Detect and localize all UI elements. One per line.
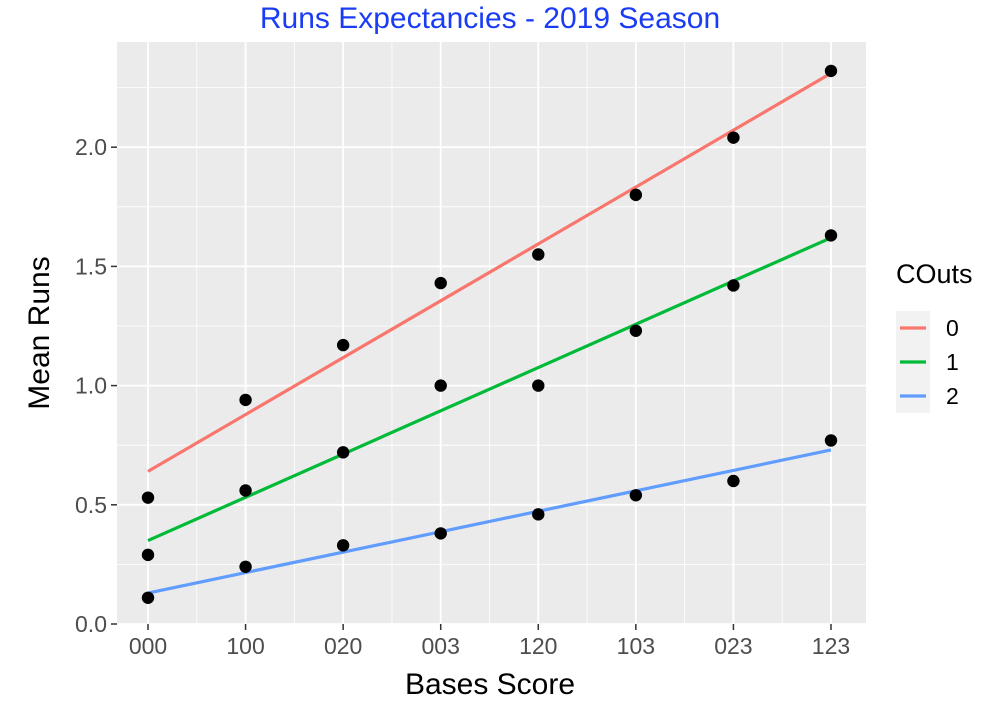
chart-title: Runs Expectancies - 2019 Season — [260, 2, 720, 35]
data-points — [141, 64, 838, 604]
data-point-couts-1 — [434, 379, 447, 392]
plot-panel — [117, 42, 866, 624]
data-point-couts-2 — [239, 560, 252, 573]
x-tick-label: 123 — [812, 633, 850, 659]
data-point-couts-2 — [434, 527, 447, 540]
y-tick-label: 2.0 — [75, 134, 107, 160]
data-point-couts-2 — [141, 591, 155, 604]
data-point-couts-0 — [434, 276, 447, 290]
x-tick-label: 100 — [226, 633, 264, 659]
data-point-couts-0 — [727, 131, 740, 144]
x-tick-label: 023 — [714, 633, 752, 659]
y-tick-label: 1.0 — [75, 373, 107, 399]
data-point-couts-0 — [532, 248, 545, 261]
x-axis-ticks: 000 100 020 003 120 103 023 123 — [129, 624, 850, 659]
fit-line-couts-0 — [147, 71, 832, 473]
data-point-couts-0 — [629, 188, 643, 202]
y-tick-label: 0.0 — [75, 611, 107, 637]
grid-minor — [117, 42, 866, 624]
data-point-couts-2 — [824, 434, 838, 447]
data-point-couts-1 — [629, 324, 643, 337]
data-point-couts-1 — [239, 484, 252, 497]
fit-line-couts-1 — [147, 236, 832, 543]
legend-items: 0 1 2 — [896, 311, 959, 413]
x-tick-label: 000 — [129, 633, 167, 659]
data-point-couts-1 — [532, 379, 545, 392]
y-axis-ticks: 0.0 0.5 1.0 1.5 2.0 — [75, 134, 117, 637]
data-point-couts-2 — [727, 474, 740, 488]
data-point-couts-2 — [629, 489, 643, 502]
fit-line-couts-2 — [147, 448, 832, 595]
y-tick-label: 1.5 — [75, 253, 107, 279]
data-point-couts-0 — [141, 491, 155, 504]
data-point-couts-1 — [727, 279, 740, 292]
x-axis-title: Bases Score — [405, 668, 575, 701]
legend-label-0: 0 — [946, 315, 959, 341]
legend-label-1: 1 — [946, 349, 959, 375]
legend: COuts 0 1 2 — [896, 259, 973, 413]
y-axis-title: Mean Runs — [23, 256, 56, 409]
data-point-couts-1 — [141, 548, 155, 562]
legend-title: COuts — [896, 259, 973, 289]
data-point-couts-0 — [239, 393, 252, 407]
data-point-couts-1 — [336, 446, 350, 459]
x-tick-label: 003 — [422, 633, 460, 659]
fit-lines — [147, 71, 832, 595]
data-point-couts-2 — [532, 508, 545, 521]
x-tick-label: 020 — [324, 633, 362, 659]
x-tick-label: 103 — [617, 633, 655, 659]
data-point-couts-0 — [824, 64, 838, 78]
x-tick-label: 120 — [519, 633, 557, 659]
data-point-couts-0 — [336, 338, 350, 352]
y-tick-label: 0.5 — [75, 492, 107, 518]
data-point-couts-2 — [336, 539, 350, 552]
legend-label-2: 2 — [946, 383, 959, 409]
data-point-couts-1 — [824, 229, 838, 242]
